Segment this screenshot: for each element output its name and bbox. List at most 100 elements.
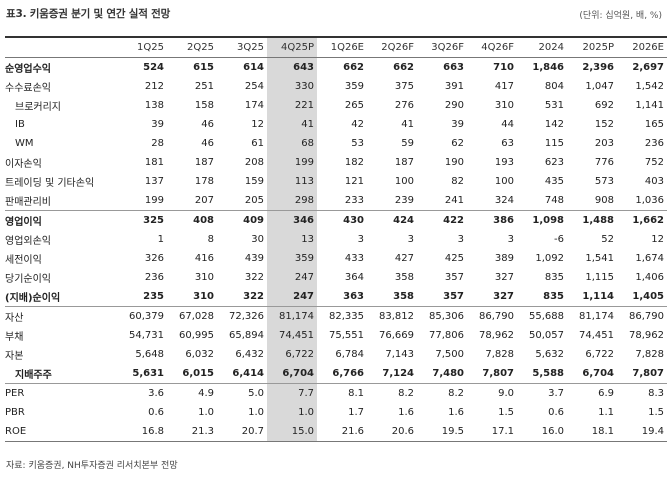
table-cell: 190 [444, 157, 464, 168]
table-cell: 121 [344, 176, 364, 187]
table-row: 자본 5,648 6,032 6,432 6,722 6,784 7,143 7,500 7,8… [5, 345, 667, 364]
table-cell: 1,098 [517, 210, 567, 230]
table-cell: 5,588 [532, 368, 564, 379]
table-cell: 19.4 [617, 422, 667, 442]
table-cell: 776 [594, 157, 614, 168]
table-cell: 158 [194, 100, 214, 111]
table-cell: 662 [393, 62, 414, 73]
table-cell: 386 [467, 210, 517, 230]
table-cell: 19.5 [417, 422, 467, 442]
table-cell: 85,306 [417, 306, 467, 326]
table-cell: 5,648 [135, 349, 164, 360]
table-cell: 9.0 [467, 383, 517, 403]
table-cell: 422 [417, 210, 467, 230]
table-cell: 364 [344, 272, 364, 283]
table-cell: 67,028 [167, 306, 217, 326]
table-cell: 75,551 [329, 330, 364, 341]
table-cell: 0.6 [548, 407, 564, 418]
table-cell: 835 [543, 291, 564, 302]
table-cell: 42 [351, 119, 364, 130]
row-label: ROE [5, 422, 117, 442]
table-cell: 710 [493, 62, 514, 73]
table-cell: 1.0 [248, 407, 264, 418]
table-cell: 39 [451, 119, 464, 130]
table-cell: 18.1 [567, 422, 617, 442]
column-header: 2Q25 [167, 36, 217, 58]
table-cell: 72,326 [217, 306, 267, 326]
table-cell: 4.9 [167, 383, 217, 403]
table-cell: 424 [367, 210, 417, 230]
table-cell: 76,669 [379, 330, 414, 341]
table-cell: 6,784 [335, 349, 364, 360]
table-cell: 615 [193, 62, 214, 73]
table-cell: 363 [343, 291, 364, 302]
table-cell: 322 [244, 272, 264, 283]
table-cell: 403 [644, 176, 664, 187]
row-label: 부채 [5, 332, 24, 343]
table-cell: 193 [494, 157, 514, 168]
table-cell: 425 [444, 253, 464, 264]
table-cell: 3 [507, 234, 514, 245]
table-cell: 408 [167, 210, 217, 230]
table-cell: 662 [343, 62, 364, 73]
table-cell: 152 [594, 119, 614, 130]
table-cell: 2,697 [632, 62, 664, 73]
table-cell: 1,406 [635, 272, 664, 283]
table-cell: 7,480 [432, 368, 464, 379]
table-cell: -6 [554, 234, 564, 245]
table-cell: 182 [344, 157, 364, 168]
table-cell: 207 [194, 195, 214, 206]
column-header: 4Q25P [267, 36, 317, 58]
table-cell: 433 [344, 253, 364, 264]
unit-note: (단위: 십억원, 배, %) [579, 11, 662, 21]
table-cell: 359 [344, 81, 364, 92]
row-label: 세전이익 [5, 255, 42, 266]
column-header: 2026E [617, 36, 667, 58]
table-body: 순영업수익 524 615 614 643 662 662 663 710 1,846 2,396 2… [5, 57, 667, 442]
table-cell: 1,036 [635, 195, 664, 206]
table-cell: 5,631 [132, 368, 164, 379]
table-row: 브로커리지 138 158 174 221 265 276 290 310 531 692 1,141 [5, 96, 667, 115]
table-cell: 1,047 [585, 81, 614, 92]
table-cell: 55,688 [517, 306, 567, 326]
table-cell: 692 [594, 100, 614, 111]
table-cell: 199 [267, 153, 317, 172]
table-cell: 6,704 [267, 364, 317, 384]
table-cell: 325 [117, 210, 167, 230]
table-cell: 81,174 [267, 306, 317, 326]
table-cell: 165 [644, 119, 664, 130]
table-cell: 1,092 [535, 253, 564, 264]
table-cell: 236 [644, 138, 664, 149]
table-cell: 531 [544, 100, 564, 111]
row-label: PER [5, 383, 117, 403]
table-row: 이자손익 181 187 208 199 182 187 190 193 623 776 752 [5, 153, 667, 172]
table-cell: 623 [544, 157, 564, 168]
table-cell: 41 [267, 115, 317, 134]
table-cell: 208 [244, 157, 264, 168]
row-label: 자산 [5, 306, 117, 326]
table-cell: 1.7 [348, 407, 364, 418]
table-row: 수수료손익 212 251 254 330 359 375 391 417 804 1,047 1,5… [5, 77, 667, 96]
table-cell: 5,632 [535, 349, 564, 360]
table-cell: 375 [394, 81, 414, 92]
table-cell: 78,962 [629, 330, 664, 341]
table-cell: 1.5 [498, 407, 514, 418]
table-cell: 310 [193, 291, 214, 302]
header-row: 1Q25 2Q25 3Q25 4Q25P 1Q26E 2Q26F 3Q26F 4Q26F 202… [5, 36, 667, 58]
table-cell: 7,500 [435, 349, 464, 360]
table-cell: 30 [251, 234, 264, 245]
row-label: PBR [5, 407, 25, 418]
table-cell: 247 [267, 268, 317, 287]
table-cell: 205 [244, 195, 264, 206]
table-cell: 357 [443, 291, 464, 302]
table-cell: 81,174 [567, 306, 617, 326]
table-row: PBR 0.6 1.0 1.0 1.0 1.7 1.6 1.6 1.5 0.6 1.1 1.5 [5, 403, 667, 422]
row-label: 순영업수익 [5, 64, 51, 75]
table-cell: 50,057 [529, 330, 564, 341]
table-cell: 346 [267, 210, 317, 230]
table-cell: 181 [144, 157, 164, 168]
table-cell: 142 [544, 119, 564, 130]
source-note: 자료: 키움증권, NH투자증권 리서치본부 전망 [6, 461, 178, 471]
table-cell: 187 [194, 157, 214, 168]
